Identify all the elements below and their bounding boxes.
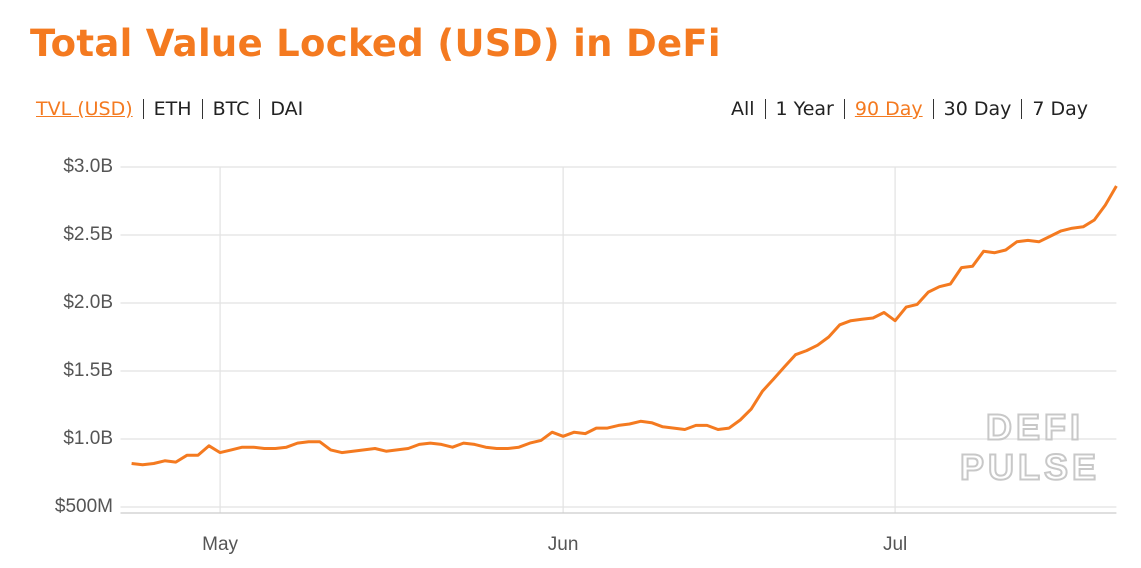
metric-tabs: TVL (USD) ETH BTC DAI xyxy=(36,98,303,120)
y-tick-label: $3.0B xyxy=(63,156,113,177)
separator xyxy=(932,99,934,119)
range-tab[interactable]: 1 Year xyxy=(775,98,834,120)
y-tick-label: $500M xyxy=(55,496,113,517)
range-tab[interactable]: 7 Day xyxy=(1032,98,1088,120)
watermark: DEFI xyxy=(986,407,1084,448)
x-tick-label: Jun xyxy=(548,534,579,555)
range-tabs: All 1 Year 90 Day 30 Day 7 Day xyxy=(731,98,1088,120)
metric-tab[interactable]: TVL (USD) xyxy=(36,98,133,120)
x-tick-label: May xyxy=(202,534,238,555)
separator xyxy=(142,99,144,119)
metric-tab[interactable]: ETH xyxy=(153,98,192,120)
range-tab[interactable]: All xyxy=(730,98,755,120)
separator xyxy=(259,99,261,119)
range-tab[interactable]: 30 Day xyxy=(943,98,1012,120)
x-tick-label: Jul xyxy=(883,534,907,555)
y-tick-label: $1.0B xyxy=(63,428,113,449)
range-tab[interactable]: 90 Day xyxy=(854,98,923,120)
separator xyxy=(201,99,203,119)
y-tick-label: $1.5B xyxy=(63,360,113,381)
chart-title: Total Value Locked (USD) in DeFi xyxy=(30,22,721,65)
metric-tab[interactable]: BTC xyxy=(212,98,250,120)
watermark: PULSE xyxy=(960,447,1100,488)
separator xyxy=(1021,99,1023,119)
y-tick-label: $2.0B xyxy=(63,292,113,313)
separator xyxy=(843,99,845,119)
separator xyxy=(764,99,766,119)
y-tick-label: $2.5B xyxy=(63,224,113,245)
metric-tab[interactable]: DAI xyxy=(270,98,304,120)
line-series xyxy=(131,185,1118,467)
